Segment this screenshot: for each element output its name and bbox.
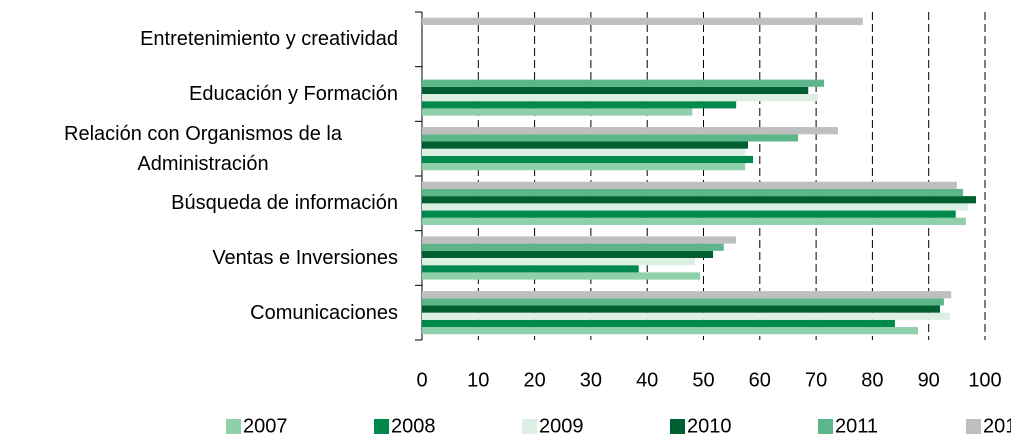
- x-tick-label: 60: [749, 369, 771, 391]
- legend-label: 2009: [539, 415, 584, 437]
- legend-swatch: [522, 419, 537, 434]
- bar: [422, 163, 746, 171]
- x-tick-label: 30: [580, 369, 602, 391]
- legend-label: 2011: [835, 415, 878, 437]
- bar: [422, 272, 701, 280]
- bar: [422, 265, 639, 273]
- bar: [422, 17, 863, 25]
- bar: [422, 196, 976, 204]
- x-tick-label: 90: [918, 369, 940, 391]
- legend-swatch: [670, 419, 685, 434]
- bar: [422, 86, 809, 94]
- bar: [422, 291, 952, 299]
- bar: [422, 250, 714, 258]
- legend-label: 2007: [243, 415, 288, 437]
- x-tick-label: 20: [523, 369, 545, 391]
- category-label-box: Relación con Organismos de la Administra…: [0, 119, 398, 179]
- bar: [422, 155, 754, 164]
- bar: [422, 203, 969, 211]
- category-label-box: Búsqueda de información: [0, 188, 398, 218]
- bar: [422, 217, 966, 225]
- category-label-box: Comunicaciones: [0, 298, 398, 328]
- bar: [422, 148, 746, 156]
- bar: [422, 101, 737, 109]
- bar: [422, 127, 839, 135]
- legend-label: 2012: [983, 415, 1011, 437]
- y-tick-label: Educación y Formación: [189, 83, 398, 105]
- bar: [422, 236, 737, 244]
- bar: [422, 258, 696, 266]
- legend-label: 2008: [391, 415, 436, 437]
- x-tick-label: 0: [416, 369, 427, 391]
- legend-swatch: [966, 419, 981, 434]
- x-tick-label: 80: [861, 369, 883, 391]
- bar: [422, 305, 940, 313]
- category-label-box: Ventas e Inversiones: [0, 243, 398, 273]
- bar: [422, 141, 748, 149]
- legend-swatch: [818, 419, 833, 434]
- category-label-box: Educación y Formación: [0, 79, 398, 109]
- bar: [422, 243, 724, 251]
- y-tick-label: Entretenimiento y creatividad: [140, 28, 398, 51]
- x-tick-label: 70: [805, 369, 827, 391]
- bar: [422, 319, 895, 328]
- x-tick-label: 50: [692, 369, 714, 391]
- legend-swatch: [226, 419, 241, 434]
- y-tick-label: Ventas e Inversiones: [212, 247, 398, 269]
- y-tick-label: Búsqueda de información: [171, 192, 398, 215]
- bar: [422, 181, 957, 189]
- x-tick-label: 10: [467, 369, 489, 391]
- bar: [422, 312, 951, 320]
- y-tick-label: Comunicaciones: [250, 301, 398, 324]
- bar: [422, 327, 919, 335]
- y-tick-label: Relación con Organismos de la Administra…: [64, 122, 342, 175]
- bar: [422, 108, 693, 116]
- bar: [422, 298, 944, 306]
- category-label-box: Entretenimiento y creatividad: [0, 24, 398, 54]
- bar: [422, 188, 964, 197]
- x-tick-label: 40: [636, 369, 658, 391]
- bar: [422, 134, 799, 142]
- legend-label: 2010: [687, 415, 732, 437]
- bar: [422, 210, 956, 218]
- x-tick-label: 100: [968, 369, 1001, 391]
- bar: [422, 94, 818, 102]
- bar: [422, 79, 824, 87]
- legend-swatch: [374, 419, 389, 434]
